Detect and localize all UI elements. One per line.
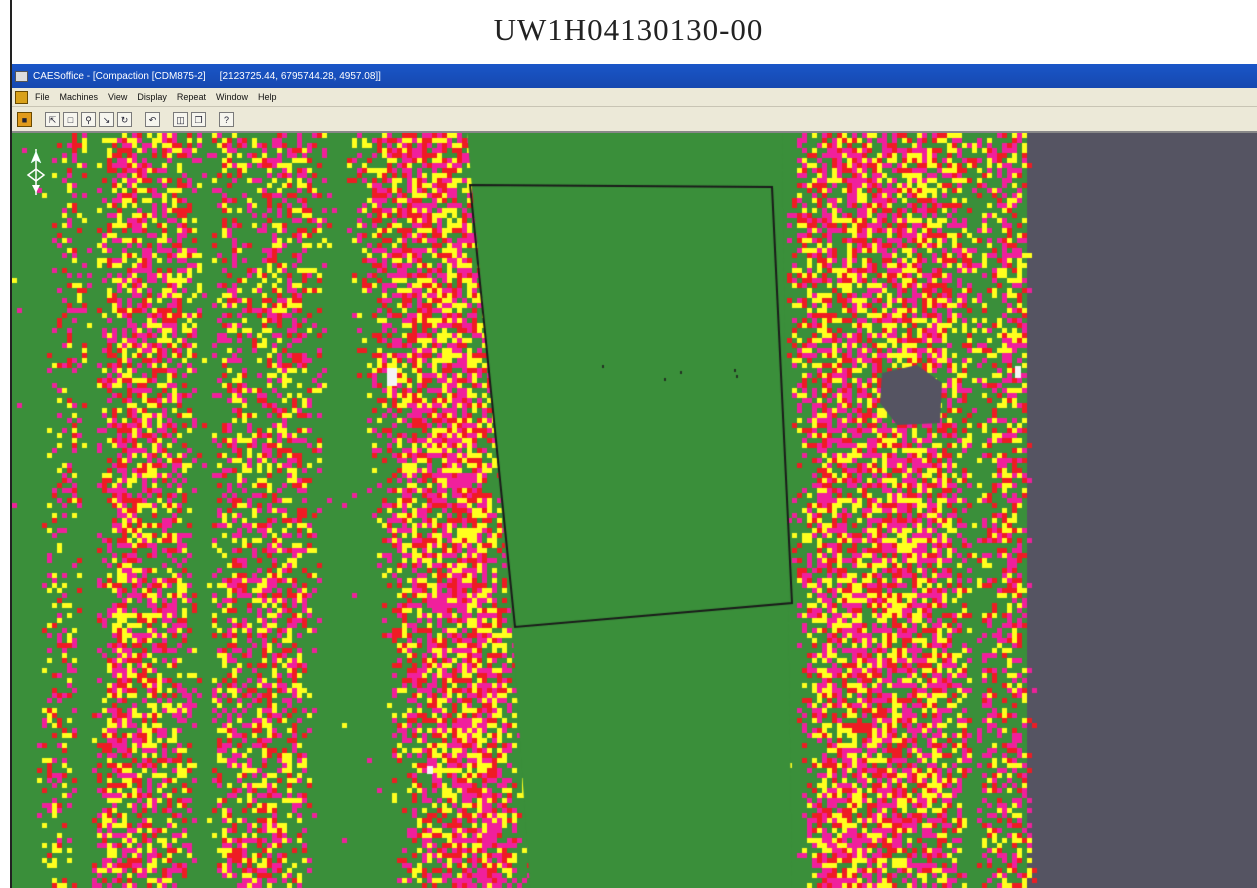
window-titlebar[interactable]: CAESoffice - [Compaction [CDM875-2] [212… (12, 64, 1257, 88)
toolbar: ■ ⇱ □ ⚲ ↘ ↻ ↶ ◫ ❐ ? (12, 107, 1257, 133)
menu-help[interactable]: Help (257, 92, 277, 102)
pan-icon[interactable]: ↘ (99, 111, 114, 127)
window-title: CAESoffice - [Compaction [CDM875-2] (33, 70, 206, 82)
document-icon[interactable]: ■ (17, 111, 32, 127)
zoom-icon[interactable]: ⚲ (81, 111, 96, 127)
layout-icon[interactable]: ◫ (173, 111, 188, 127)
zoom-to-fit-icon[interactable]: ⇱ (45, 111, 60, 127)
zoom-window-icon[interactable]: □ (63, 111, 78, 127)
pass-count-grid[interactable] (12, 133, 1257, 888)
north-arrow-icon (26, 149, 46, 195)
undo-icon[interactable]: ↶ (145, 111, 160, 127)
menu-display[interactable]: Display (137, 92, 167, 102)
menu-file[interactable]: File (35, 92, 50, 102)
menu-machines[interactable]: Machines (59, 92, 99, 102)
compaction-map[interactable] (12, 133, 1257, 888)
menu-bar: File Machines View Display Repeat Window… (12, 88, 1257, 107)
document-window-icon[interactable] (15, 90, 28, 104)
document-title: UW1H04130130-00 (493, 12, 764, 47)
menu-window[interactable]: Window (215, 92, 248, 102)
page-frame (10, 0, 1257, 888)
refresh-icon[interactable]: ↻ (117, 111, 132, 127)
help-pointer-icon[interactable]: ? (219, 111, 234, 127)
menu-repeat[interactable]: Repeat (176, 92, 206, 102)
copy-icon[interactable]: ❐ (191, 111, 206, 127)
app-icon (15, 70, 28, 82)
cursor-coordinates: [2123725.44, 6795744.28, 4957.08]] (219, 70, 381, 82)
menu-view[interactable]: View (108, 92, 128, 102)
